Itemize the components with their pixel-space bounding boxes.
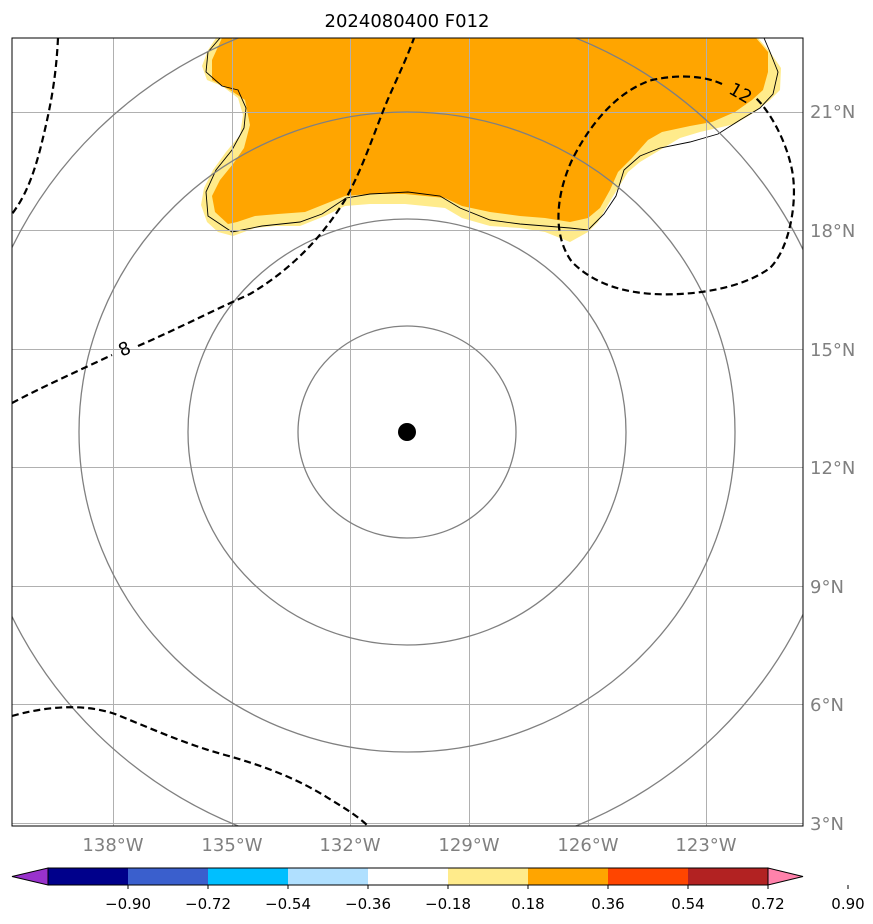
colorbar-segment (528, 868, 609, 885)
colorbar-segment (288, 868, 369, 885)
colorbar-tick-label: 0.90 (831, 895, 864, 913)
shaded-region-outline (205, 38, 779, 233)
lat-tick-label: 18°N (810, 221, 855, 242)
contours (12, 38, 795, 826)
colorbar-segment (688, 868, 769, 885)
lat-tick-label: 21°N (810, 102, 855, 123)
lon-tick-labels: 138°W 135°W 132°W 129°W 126°W 123°W (82, 835, 736, 856)
range-ring (78, 111, 736, 753)
range-ring (187, 218, 627, 646)
lon-tick-label: 132°W (319, 835, 380, 856)
colorbar-extend-low (11, 867, 49, 886)
contour-line (12, 706, 369, 826)
colorbar-extend-high (767, 867, 804, 886)
colorbar-tick-label: 0.54 (671, 895, 704, 913)
range-ring (297, 325, 517, 539)
colorbar-ticks: −0.90 −0.72 −0.54 −0.36 −0.18 0.18 0.36 0.54 0.7… (105, 885, 865, 913)
colorbar-tick-label: 0.36 (591, 895, 624, 913)
contour-line (557, 75, 795, 296)
colorbar-segment (208, 868, 289, 885)
colorbar-tick-label: −0.72 (185, 895, 231, 913)
lon-tick-label: 135°W (201, 835, 262, 856)
colorbar-tick-label: −0.18 (425, 895, 471, 913)
lon-tick-label: 129°W (438, 835, 499, 856)
range-rings (12, 38, 803, 826)
colorbar-tick-label: −0.90 (105, 895, 151, 913)
lat-tick-label: 9°N (810, 577, 844, 598)
colorbar-tick-label: 0.18 (511, 895, 544, 913)
lat-tick-label: 12°N (810, 458, 855, 479)
colorbar-tick-label: −0.54 (265, 895, 311, 913)
lon-tick-label: 138°W (82, 835, 143, 856)
contour-line (12, 38, 60, 215)
colorbar-segment (48, 868, 129, 885)
contour-line (12, 38, 416, 404)
colorbar-segment (128, 868, 209, 885)
colorbar: −0.90 −0.72 −0.54 −0.36 −0.18 0.18 0.36 0.54 0.7… (11, 867, 865, 913)
lat-tick-label: 6°N (810, 695, 844, 716)
colorbar-segment (368, 868, 449, 885)
lat-tick-label: 15°N (810, 340, 855, 361)
map-title: 2024080400 F012 (325, 11, 490, 32)
colorbar-segment (448, 868, 529, 885)
map-plot-area: 8 12 (12, 38, 803, 826)
axes-frame (11, 37, 804, 827)
lon-tick-label: 126°W (557, 835, 618, 856)
lat-tick-labels: 21°N 18°N 15°N 12°N 9°N 6°N 3°N (810, 102, 855, 835)
storm-center-marker (398, 423, 416, 441)
colorbar-segments (11, 867, 804, 886)
colorbar-tick-label: 0.72 (751, 895, 784, 913)
colorbar-segment (608, 868, 689, 885)
colorbar-tick-label: −0.36 (345, 895, 391, 913)
lon-tick-label: 123°W (675, 835, 736, 856)
colorbar-frame (47, 867, 769, 886)
lat-tick-label: 3°N (810, 814, 844, 835)
